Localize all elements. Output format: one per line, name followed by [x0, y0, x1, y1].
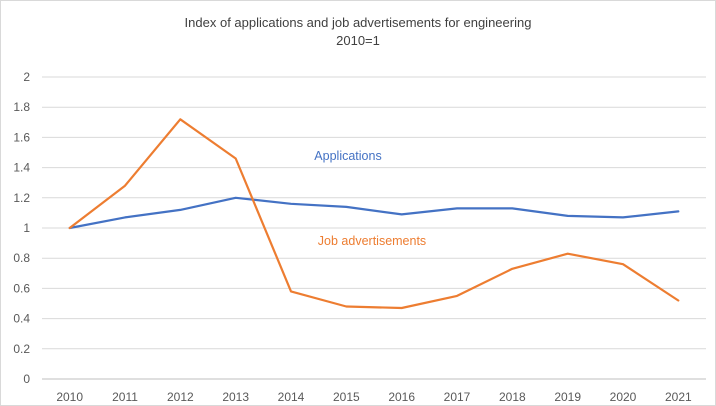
- series-line-applications: [68, 196, 680, 230]
- x-tick-label: 2020: [610, 390, 637, 404]
- y-tick-label: 0.4: [13, 312, 30, 326]
- y-tick-label: 0.8: [13, 251, 30, 265]
- x-tick-label: 2021: [665, 390, 692, 404]
- x-tick-label: 2018: [499, 390, 526, 404]
- x-tick-label: 2015: [333, 390, 360, 404]
- x-tick-label: 2011: [112, 390, 138, 404]
- series-label-job-advertisements: Job advertisements: [318, 234, 426, 248]
- y-tick-label: 1.4: [13, 161, 30, 175]
- y-tick-label: 0: [23, 372, 30, 386]
- y-tick-label: 1.2: [13, 191, 30, 205]
- x-tick-label: 2014: [278, 390, 305, 404]
- x-tick-label: 2017: [444, 390, 471, 404]
- y-tick-label: 1.6: [13, 130, 30, 144]
- chart-subtitle: 2010=1: [336, 33, 380, 48]
- y-tick-label: 0.2: [13, 342, 30, 356]
- x-tick-label: 2013: [222, 390, 249, 404]
- y-tick-label: 1: [23, 221, 30, 235]
- x-tick-label: 2012: [167, 390, 194, 404]
- series-line-job-advertisements: [68, 118, 680, 310]
- y-tick-label: 0.6: [13, 281, 30, 295]
- x-tick-label: 2010: [56, 390, 83, 404]
- y-tick-label: 2: [23, 70, 30, 84]
- y-tick-label: 1.8: [13, 100, 30, 114]
- series-label-applications: Applications: [314, 149, 381, 163]
- chart-title: Index of applications and job advertisem…: [184, 15, 532, 30]
- x-tick-label: 2019: [554, 390, 581, 404]
- x-tick-label: 2016: [388, 390, 415, 404]
